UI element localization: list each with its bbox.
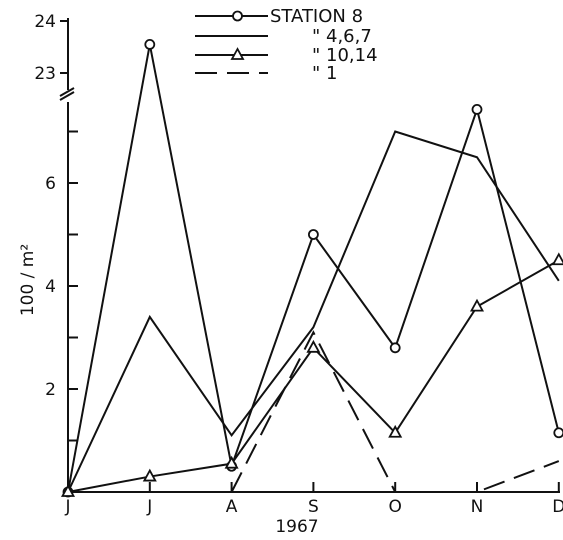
data-point-triangle [60,484,76,497]
axis-break-mark [59,91,75,101]
series-10-14 [60,252,563,497]
series-1 [230,330,560,493]
legend-label: " 10,14 [312,45,378,66]
legend-label: " 4,6,7 [312,26,372,47]
y-tick-label: 2 [45,380,56,400]
legend-label: STATION 8 [270,6,363,27]
data-point-triangle [142,468,157,482]
data-point-triangle [230,47,245,60]
x-tick-label: A [226,497,238,517]
x-tick-label: O [389,497,402,517]
x-tick-label: J [64,497,70,517]
series-line [67,259,560,493]
data-point-circle [144,39,156,50]
data-point-triangle [469,298,485,312]
series-layer [60,39,563,498]
data-point-triangle [388,424,403,438]
data-point-circle [471,104,483,115]
data-point-triangle [306,339,321,353]
y-tick-label: 24 [34,12,56,32]
y-axis-title: 100 / m² [18,244,38,316]
y-tick-label: 23 [34,64,56,84]
legend: STATION 8" 4,6,7" 10,14" 1 [195,6,378,84]
x-tick-label: N [471,497,484,517]
data-point-triangle [224,455,239,469]
series-line [230,330,560,493]
data-point-circle [307,229,319,240]
y-tick-label: 4 [45,277,56,297]
legend-label: " 1 [312,63,337,84]
data-point-circle [232,10,243,22]
x-tick-label: S [308,497,319,517]
series-line [67,130,560,493]
series-4-6-7 [67,130,560,493]
y-tick-label: 6 [45,174,56,194]
x-tick-label: D [552,497,563,517]
x-tick-label: J [146,497,152,517]
x-axis-title: 1967 [275,517,318,537]
series-station-8 [62,39,563,498]
series-line [67,44,560,493]
data-point-triangle [551,252,563,266]
data-point-circle [389,342,401,354]
data-point-circle [553,427,563,439]
axis-break-mark [59,87,75,97]
